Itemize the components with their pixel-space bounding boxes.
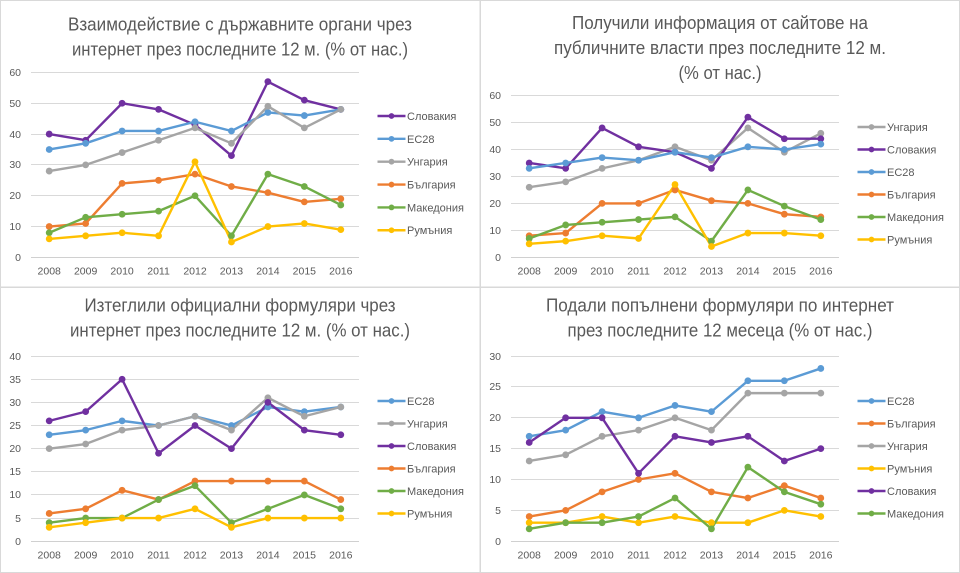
svg-text:2016: 2016 [809, 266, 833, 278]
svg-text:0: 0 [15, 536, 21, 548]
svg-text:2008: 2008 [518, 550, 542, 562]
svg-text:Румъния: Румъния [407, 508, 452, 520]
svg-text:2012: 2012 [663, 550, 687, 562]
svg-text:60: 60 [9, 67, 21, 79]
svg-text:Взаимодействие с държавните ор: Взаимодействие с държавните органи чрез [68, 14, 412, 35]
svg-text:40: 40 [9, 129, 21, 141]
svg-text:2015: 2015 [293, 266, 317, 278]
svg-text:Македония: Македония [887, 212, 944, 224]
svg-text:2010: 2010 [590, 266, 614, 278]
svg-text:Румъния: Румъния [407, 225, 452, 237]
svg-text:2012: 2012 [183, 266, 207, 278]
svg-text:20: 20 [489, 412, 501, 424]
svg-text:2012: 2012 [663, 266, 687, 278]
svg-text:Унгария: Унгария [407, 418, 448, 430]
svg-text:2009: 2009 [74, 266, 98, 278]
svg-text:ЕС28: ЕС28 [887, 396, 915, 408]
svg-text:30: 30 [9, 159, 21, 171]
svg-text:2011: 2011 [627, 550, 650, 562]
svg-text:ЕС28: ЕС28 [887, 167, 915, 179]
svg-text:10: 10 [489, 474, 501, 486]
svg-text:50: 50 [9, 98, 21, 110]
svg-text:0: 0 [495, 536, 501, 548]
svg-text:2011: 2011 [627, 266, 650, 278]
svg-text:20: 20 [489, 198, 501, 210]
svg-text:2010: 2010 [110, 266, 134, 278]
svg-text:2009: 2009 [74, 550, 98, 562]
svg-text:Румъния: Румъния [887, 463, 932, 475]
svg-text:(% от нас.): (% от нас.) [679, 62, 762, 83]
svg-text:Румъния: Румъния [887, 234, 932, 246]
svg-text:2014: 2014 [256, 550, 280, 562]
svg-text:Словакия: Словакия [407, 441, 456, 453]
svg-text:0: 0 [495, 252, 501, 264]
svg-text:20: 20 [9, 443, 21, 455]
svg-text:2016: 2016 [809, 550, 833, 562]
svg-text:50: 50 [489, 117, 501, 129]
svg-text:2011: 2011 [147, 266, 170, 278]
svg-text:35: 35 [9, 374, 21, 386]
svg-text:България: България [887, 418, 936, 430]
svg-text:30: 30 [489, 171, 501, 183]
svg-text:2011: 2011 [147, 550, 170, 562]
svg-text:публичните власти през последн: публичните власти през последните 12 м. [554, 37, 886, 58]
svg-text:2008: 2008 [38, 550, 62, 562]
svg-text:интернет през последните 12 м.: интернет през последните 12 м. (% от нас… [72, 39, 408, 60]
svg-text:ЕС28: ЕС28 [407, 396, 435, 408]
svg-text:60: 60 [489, 90, 501, 102]
svg-text:5: 5 [495, 505, 501, 517]
svg-text:0: 0 [15, 252, 21, 264]
svg-text:2013: 2013 [220, 266, 244, 278]
svg-text:40: 40 [489, 144, 501, 156]
svg-text:10: 10 [9, 489, 21, 501]
svg-text:10: 10 [9, 221, 21, 233]
svg-text:Македония: Македония [887, 508, 944, 520]
svg-text:2008: 2008 [38, 266, 62, 278]
svg-text:15: 15 [489, 443, 501, 455]
svg-text:20: 20 [9, 190, 21, 202]
svg-text:2014: 2014 [736, 266, 760, 278]
svg-text:25: 25 [489, 381, 501, 393]
svg-text:2013: 2013 [220, 550, 244, 562]
svg-text:2016: 2016 [329, 550, 353, 562]
svg-text:2008: 2008 [518, 266, 542, 278]
svg-text:2013: 2013 [700, 550, 724, 562]
svg-text:2015: 2015 [773, 266, 797, 278]
svg-text:България: България [407, 179, 456, 191]
svg-text:ЕС28: ЕС28 [407, 134, 435, 146]
svg-text:Получили информация от сайтове: Получили информация от сайтове на [572, 12, 869, 33]
svg-text:2012: 2012 [183, 550, 207, 562]
svg-text:интернет през последните 12 м.: интернет през последните 12 м. (% от нас… [70, 320, 410, 341]
svg-text:Унгария: Унгария [407, 157, 448, 169]
svg-text:Изтеглили официални формуляри: Изтеглили официални формуляри чрез [85, 295, 396, 316]
svg-text:Македония: Македония [407, 202, 464, 214]
svg-text:30: 30 [489, 351, 501, 363]
svg-text:5: 5 [15, 513, 21, 525]
svg-text:2015: 2015 [773, 550, 797, 562]
svg-text:2014: 2014 [256, 266, 280, 278]
svg-text:Словакия: Словакия [887, 144, 936, 156]
svg-text:2015: 2015 [293, 550, 317, 562]
svg-text:25: 25 [9, 420, 21, 432]
svg-text:2009: 2009 [554, 266, 578, 278]
svg-text:2010: 2010 [590, 550, 614, 562]
svg-text:България: България [887, 189, 936, 201]
svg-text:Унгария: Унгария [887, 441, 928, 453]
svg-text:Унгария: Унгария [887, 122, 928, 134]
svg-text:Подали попълнени формуляри по: Подали попълнени формуляри по интернет [546, 295, 895, 316]
svg-text:2016: 2016 [329, 266, 353, 278]
svg-text:30: 30 [9, 397, 21, 409]
svg-text:2010: 2010 [110, 550, 134, 562]
svg-text:през последните 12 месеца (% о: през последните 12 месеца (% от нас.) [568, 320, 873, 341]
svg-text:България: България [407, 463, 456, 475]
svg-text:Македония: Македония [407, 486, 464, 498]
svg-text:15: 15 [9, 466, 21, 478]
svg-text:2014: 2014 [736, 550, 760, 562]
svg-text:Словакия: Словакия [887, 486, 936, 498]
svg-text:2013: 2013 [700, 266, 724, 278]
svg-text:Словакия: Словакия [407, 111, 456, 123]
svg-text:10: 10 [489, 225, 501, 237]
svg-text:2009: 2009 [554, 550, 578, 562]
svg-text:40: 40 [9, 351, 21, 363]
